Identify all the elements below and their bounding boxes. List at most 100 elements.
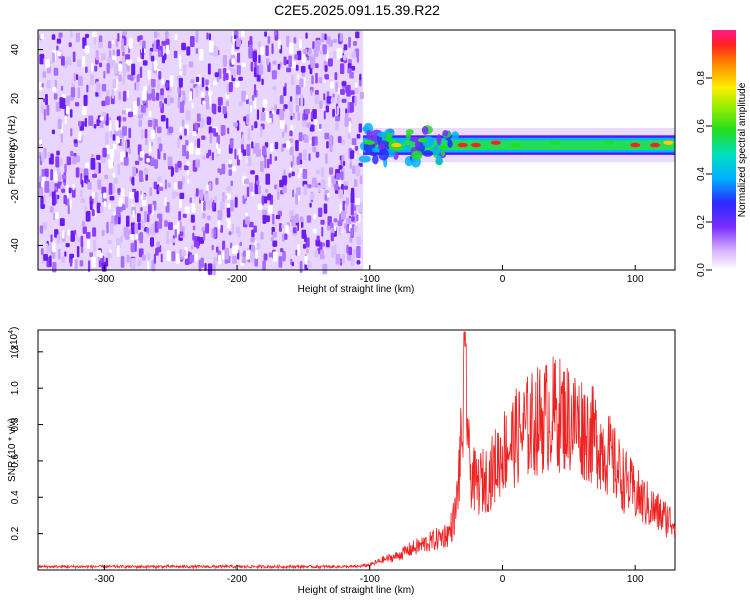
- noise-cell: [318, 207, 323, 217]
- noise-cell: [338, 189, 343, 199]
- band-peak: [650, 142, 661, 148]
- noise-cell: [312, 177, 317, 187]
- noise-cell: [268, 205, 273, 214]
- noise-cell: [212, 80, 218, 86]
- noise-cell: [249, 35, 253, 45]
- noise-cell: [312, 228, 317, 234]
- noise-cell: [335, 173, 341, 180]
- noise-cell: [179, 231, 184, 237]
- noise-cell: [335, 81, 339, 92]
- noise-cell: [145, 100, 148, 109]
- noise-cell: [166, 94, 171, 106]
- noise-cell: [118, 63, 122, 71]
- noise-cell: [146, 158, 150, 163]
- noise-cell: [204, 193, 209, 202]
- noise-cell: [101, 229, 105, 237]
- noise-cell: [92, 227, 97, 237]
- noise-cell: [343, 44, 348, 51]
- noise-cell: [338, 47, 343, 59]
- noise-cell: [178, 211, 181, 221]
- noise-cell: [158, 186, 164, 192]
- noise-cell: [172, 190, 176, 199]
- noise-cell: [195, 48, 199, 54]
- band-peak: [437, 145, 448, 150]
- noise-cell: [65, 243, 70, 248]
- noise-cell: [128, 38, 133, 49]
- noise-cell: [84, 45, 90, 54]
- noise-cell: [73, 229, 77, 235]
- noise-cell: [177, 160, 182, 168]
- noise-cell: [157, 213, 162, 219]
- noise-cell: [234, 197, 238, 208]
- noise-cell: [70, 30, 73, 38]
- noise-cell: [43, 253, 48, 261]
- noise-cell: [173, 225, 178, 230]
- snr-scale-base: (x10: [9, 333, 20, 353]
- noise-cell: [122, 204, 126, 211]
- noise-cell: [87, 260, 91, 272]
- noise-cell: [153, 60, 158, 71]
- colorbar-label: Normalized spectral amplitude: [737, 82, 748, 217]
- noise-cell: [177, 137, 180, 148]
- noise-cell: [313, 213, 317, 219]
- x-tick-label: 100: [627, 574, 644, 585]
- noise-cell: [211, 152, 214, 161]
- noise-cell: [289, 96, 293, 102]
- noise-cell: [179, 135, 183, 140]
- noise-cell: [217, 210, 223, 221]
- noise-cell: [347, 133, 351, 139]
- noise-cell: [254, 183, 259, 195]
- noise-cell: [61, 56, 65, 66]
- noise-cell: [108, 158, 114, 169]
- noise-cell: [161, 77, 164, 86]
- noise-cell: [38, 181, 42, 189]
- noise-cell: [51, 34, 56, 40]
- noise-cell: [112, 49, 115, 55]
- noise-cell: [157, 221, 163, 229]
- noise-cell: [182, 64, 187, 76]
- noise-cell: [146, 232, 149, 237]
- noise-cell: [155, 247, 159, 256]
- noise-cell: [71, 187, 76, 198]
- noise-cell: [328, 176, 331, 188]
- noise-cell: [213, 228, 217, 238]
- noise-cell: [289, 146, 294, 156]
- noise-cell: [163, 152, 167, 161]
- noise-cell: [59, 218, 65, 227]
- noise-cell: [295, 139, 299, 152]
- noise-cell: [62, 94, 66, 99]
- noise-cell: [315, 239, 321, 247]
- noise-cell: [72, 156, 77, 165]
- noise-cell: [195, 188, 199, 197]
- noise-cell: [223, 194, 228, 200]
- figure-title: C2E5.2025.091.15.39.R22: [274, 2, 440, 18]
- noise-cell: [323, 203, 328, 214]
- noise-cell: [178, 198, 182, 209]
- noise-cell: [77, 87, 81, 99]
- noise-cell: [251, 141, 254, 149]
- noise-cell: [281, 224, 285, 229]
- noise-cell: [121, 56, 126, 64]
- noise-cell: [282, 143, 288, 148]
- noise-cell: [303, 184, 308, 196]
- noise-cell: [208, 33, 211, 41]
- noise-cell: [222, 54, 227, 67]
- noise-cell: [76, 59, 82, 68]
- noise-cell: [313, 136, 318, 146]
- noise-cell: [217, 97, 223, 106]
- noise-cell: [51, 251, 56, 259]
- noise-cell: [247, 128, 251, 141]
- noise-cell: [312, 109, 317, 120]
- noise-cell: [296, 187, 301, 196]
- noise-cell: [291, 215, 296, 227]
- noise-cell: [260, 112, 266, 122]
- noise-cell: [115, 120, 119, 132]
- noise-cell: [179, 221, 182, 230]
- noise-cell: [346, 226, 349, 234]
- noise-cell: [256, 65, 259, 75]
- band-blob: [403, 144, 411, 151]
- band-peak: [663, 140, 674, 145]
- noise-cell: [54, 79, 58, 90]
- band-blob: [369, 151, 379, 157]
- noise-cell: [222, 250, 225, 260]
